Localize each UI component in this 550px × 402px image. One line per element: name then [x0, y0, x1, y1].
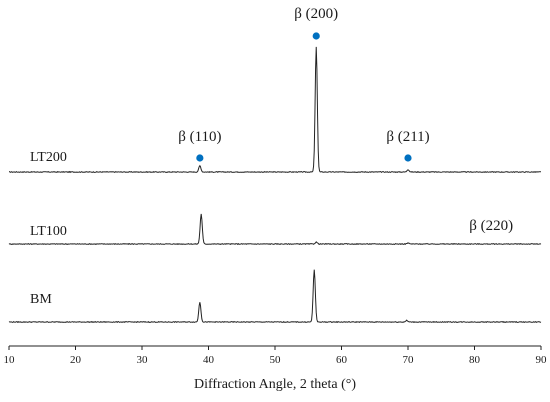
x-tick-label-40: 40 [203, 354, 215, 366]
x-tick-label-30: 30 [137, 354, 149, 366]
x-tick-label-80: 80 [469, 354, 481, 366]
peak-annotation-3: β (220) [469, 218, 513, 234]
series-label-lt200: LT200 [30, 150, 67, 165]
x-tick-label-20: 20 [70, 354, 82, 366]
x-tick-label-60: 60 [336, 354, 348, 366]
trace-bm [8, 269, 542, 324]
x-axis: 10 20 30 40 50 60 70 80 90 [4, 345, 548, 366]
peak-marker-1 [312, 32, 320, 40]
x-tick-label-10: 10 [4, 354, 16, 366]
series-labels: LT200 LT100 BM [30, 150, 67, 307]
peak-marker-2 [404, 154, 412, 162]
trace-lt200 [8, 46, 542, 174]
xrd-traces [8, 46, 542, 324]
series-label-bm: BM [30, 292, 52, 307]
x-tick-label-70: 70 [403, 354, 415, 366]
peak-marker-0 [196, 154, 204, 162]
x-tick-label-50: 50 [270, 354, 282, 366]
trace-lt100 [8, 213, 542, 246]
peak-annotation-1: β (200) [294, 6, 338, 22]
x-axis-label: Diffraction Angle, 2 theta (°) [194, 377, 356, 392]
peak-annotations: β (110) β (200) β (211) β (220) [178, 6, 513, 234]
x-ticks: 10 20 30 40 50 60 70 80 90 [4, 346, 548, 366]
peak-annotation-0: β (110) [178, 129, 221, 145]
series-label-lt100: LT100 [30, 224, 67, 239]
peak-annotation-2: β (211) [386, 129, 429, 145]
x-tick-label-90: 90 [536, 354, 548, 366]
peak-markers [196, 32, 412, 162]
